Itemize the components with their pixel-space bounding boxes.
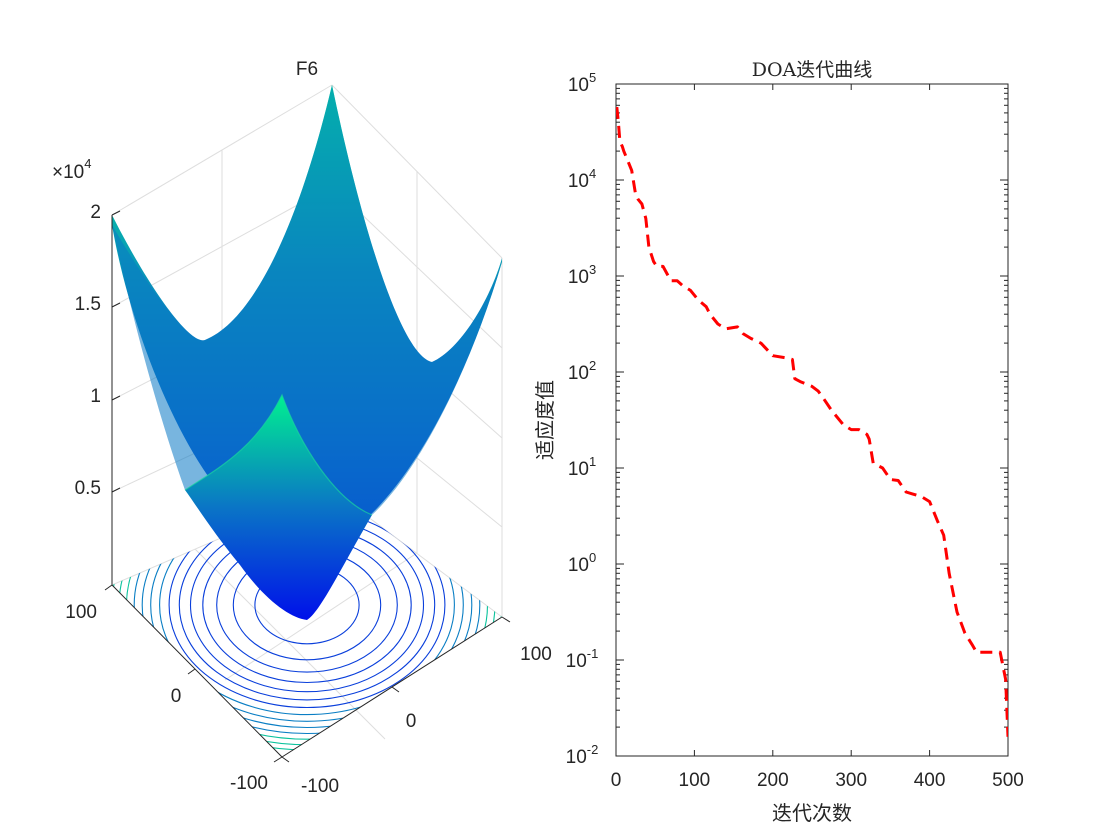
x-tick-minus-100: -100 [301,776,339,797]
y-tick-label: 102 [568,358,596,384]
x-axis-label: 迭代次数 [772,801,852,825]
y-tick-label: 105 [568,70,596,96]
y-tick-label: 100 [568,550,596,576]
x-tick-100: 100 [520,644,552,665]
x-tick-label: 400 [914,770,946,791]
convergence-plot: DOA迭代曲线 0 100 200 300 400 500 10-210-11001011… [533,59,1024,825]
y-tick-0: 0 [171,686,182,707]
y-tick-label: 10-2 [566,742,599,768]
z-tick-1-5: 1.5 [75,294,101,315]
surface-plot: F6 [52,59,552,797]
surface-front-face [185,395,372,620]
contour-ring [150,490,464,722]
y-tick-minus-100: -100 [230,773,268,794]
doa-convergence-line [616,106,1008,737]
z-tick-1: 1 [90,386,101,407]
x-tick-label: 300 [835,770,867,791]
x-tick-label: 500 [992,770,1024,791]
y-tick-label: 103 [568,262,596,288]
y-axis-label: 适应度值 [533,380,557,460]
y-tick-label: 10-1 [566,646,599,672]
surface-mid-face [112,85,502,515]
z-exponent-label: ×104 [52,156,91,183]
surface-plot-title: F6 [296,59,318,80]
z-axis [111,210,121,585]
x-tick-label: 0 [611,770,622,791]
z-tick-0-5: 0.5 [75,478,101,499]
y-tick-100: 100 [65,602,97,623]
contour-ring [141,490,473,729]
y-tick-label: 101 [568,454,596,480]
convergence-title: DOA迭代曲线 [752,59,873,81]
plot-area [615,83,1009,757]
y-tick-label: 104 [568,166,596,192]
z-tick-2: 2 [90,202,101,223]
y-axis: 10-2 10-1 100 101 102 103 104 105 [566,70,1008,768]
surface-highlight [184,393,373,516]
x-tick-label: 100 [679,770,711,791]
x-tick-0: 0 [406,711,417,732]
floor-axes [104,584,511,763]
x-axis: 0 100 200 300 400 500 [611,84,1024,791]
x-tick-label: 200 [757,770,789,791]
contour-ring [133,490,481,735]
